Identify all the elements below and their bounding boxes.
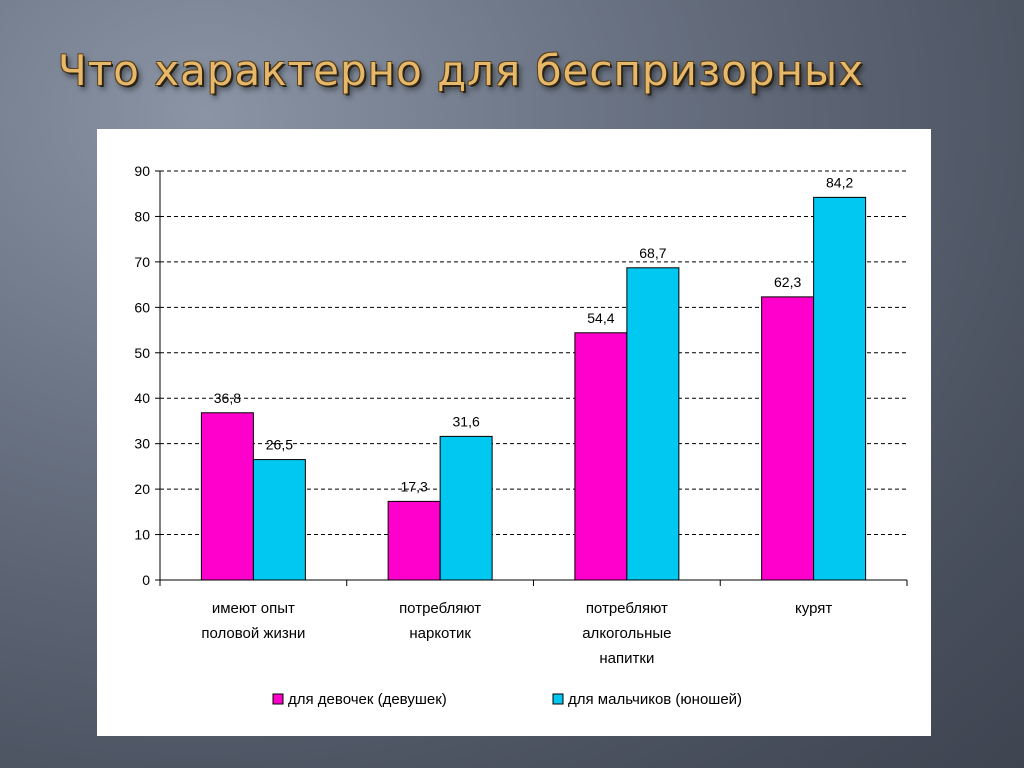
y-tick-label: 0 (142, 572, 150, 588)
bar-chart: 0 10 20 30 40 50 60 70 80 90 36,8 26,5 имеют опыт пол… (134, 163, 908, 708)
data-label: 54,4 (587, 310, 614, 326)
data-label: 26,5 (266, 437, 293, 453)
data-label: 62,3 (774, 274, 801, 290)
category-label: имеют опыт (212, 600, 295, 617)
legend-swatch-girls (272, 693, 284, 705)
bar-girls (200, 412, 254, 581)
category-label: наркотик (409, 625, 471, 642)
y-tick-label: 20 (134, 481, 150, 497)
legend-label: для мальчиков (юношей) (568, 691, 742, 708)
y-tick-label: 30 (134, 436, 150, 452)
y-tick-label: 40 (134, 390, 150, 406)
bar-girls (387, 500, 441, 581)
bar-boys (439, 435, 493, 581)
bar-boys (252, 459, 306, 581)
legend-swatch-boys (552, 693, 564, 705)
category-label: потребляют (399, 600, 481, 617)
data-label: 31,6 (453, 413, 480, 429)
y-tick-label: 10 (134, 527, 150, 543)
data-label: 84,2 (826, 174, 853, 190)
legend-label: для девочек (девушек) (288, 691, 447, 708)
category-label: курят (795, 600, 832, 617)
bar-girls (574, 332, 628, 581)
chart-panel: 0 10 20 30 40 50 60 70 80 90 36,8 26,5 имеют опыт пол… (97, 129, 931, 736)
y-tick-label: 80 (134, 208, 150, 224)
slide-title: Что характерно для беспризорных (58, 46, 865, 95)
bar-boys (813, 196, 867, 581)
y-tick-label: 50 (134, 345, 150, 361)
data-label: 17,3 (401, 478, 428, 494)
bar-boys (626, 267, 680, 581)
bar-girls (761, 296, 815, 581)
y-tick-label: 70 (134, 254, 150, 270)
data-label: 36,8 (214, 390, 241, 406)
category-label: потребляют (586, 600, 668, 617)
y-tick-label: 60 (134, 299, 150, 315)
y-tick-label: 90 (134, 163, 150, 179)
data-label: 68,7 (639, 245, 666, 261)
category-label: алкогольные (582, 625, 671, 642)
category-label: напитки (599, 650, 654, 667)
category-label: половой жизни (201, 625, 305, 642)
